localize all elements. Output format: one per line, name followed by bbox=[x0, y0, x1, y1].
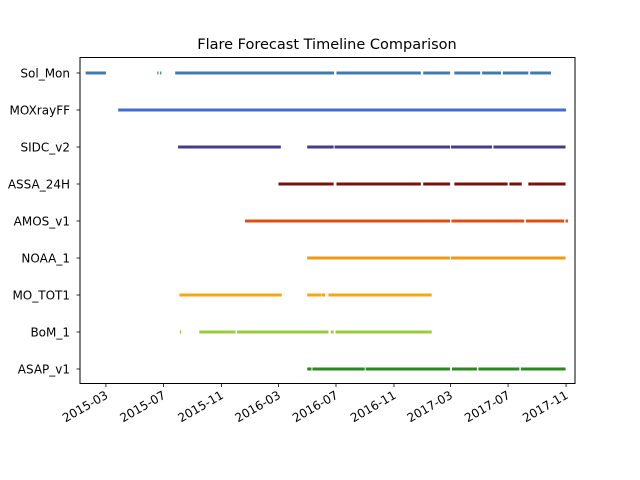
x-tick-label: 2017-03 bbox=[405, 388, 455, 425]
y-tick-label: BoM_1 bbox=[30, 326, 70, 340]
y-tick-label: MOXrayFF bbox=[10, 104, 71, 118]
y-tick-label: NOAA_1 bbox=[21, 252, 70, 266]
x-tick-label: 2016-03 bbox=[233, 388, 283, 425]
y-axis: Sol_Mon MOXrayFF SIDC_v2 ASSA_24H AMOS_v1 NOA… bbox=[8, 67, 80, 377]
x-tick-label: 2017-11 bbox=[520, 388, 570, 425]
y-tick-label: AMOS_v1 bbox=[14, 215, 70, 229]
y-tick-label: ASAP_v1 bbox=[18, 363, 70, 377]
y-tick-label: SIDC_v2 bbox=[20, 141, 70, 155]
y-tick-label: MO_TOT1 bbox=[12, 289, 70, 303]
x-tick-label: 2015-11 bbox=[176, 388, 226, 425]
y-tick-label: ASSA_24H bbox=[8, 178, 70, 192]
x-tick-label: 2016-07 bbox=[290, 388, 340, 425]
timeline-bars bbox=[85, 71, 568, 371]
x-tick-label: 2015-07 bbox=[118, 388, 168, 425]
y-tick-label: Sol_Mon bbox=[20, 67, 70, 81]
x-axis: 2015-03 2015-07 2015-11 2016-03 2016-07 2016-… bbox=[60, 383, 571, 425]
x-tick-label: 2015-03 bbox=[60, 388, 110, 425]
x-tick-label: 2017-07 bbox=[462, 388, 512, 425]
plot-frame bbox=[79, 57, 576, 384]
chart-title: Flare Forecast Timeline Comparison bbox=[197, 37, 456, 53]
x-tick-label: 2016-11 bbox=[348, 388, 398, 425]
